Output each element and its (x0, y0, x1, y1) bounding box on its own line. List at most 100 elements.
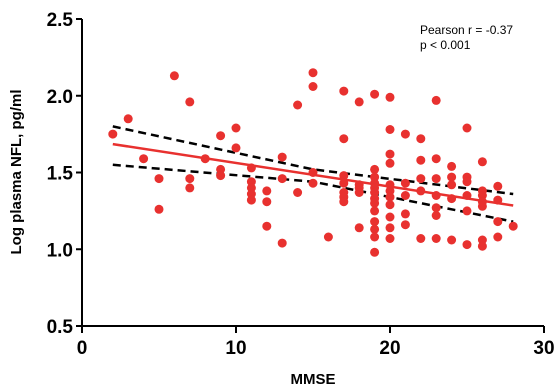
data-point (339, 171, 349, 181)
data-point (277, 238, 287, 248)
data-point (246, 163, 256, 173)
y-tick-label: 1.5 (47, 164, 74, 185)
x-tick-label: 30 (533, 338, 554, 359)
data-point (462, 206, 472, 216)
data-point (447, 180, 457, 190)
data-point (431, 234, 441, 243)
data-point (416, 174, 426, 184)
data-point (462, 177, 472, 187)
y-ticks: 0.5 1.0 1.5 2.0 2.5 (47, 10, 82, 338)
data-point (416, 134, 426, 144)
data-point (169, 71, 179, 81)
data-point (370, 247, 380, 257)
data-point (277, 174, 287, 184)
data-point (385, 125, 395, 134)
data-point (293, 100, 303, 110)
data-point (416, 186, 426, 196)
data-point (385, 149, 395, 159)
data-point (400, 220, 410, 230)
data-point (431, 211, 441, 220)
data-point (246, 177, 256, 187)
data-point (493, 232, 503, 242)
data-points (108, 68, 518, 257)
data-point (385, 158, 395, 168)
data-point (385, 223, 395, 233)
data-point (385, 92, 395, 102)
data-point (477, 235, 487, 245)
data-point (400, 191, 410, 200)
data-point (139, 154, 149, 164)
x-axis-title: MMSE (291, 371, 336, 388)
data-point (400, 178, 410, 188)
data-point (185, 174, 195, 184)
data-point (462, 123, 472, 133)
data-point (339, 86, 349, 96)
data-point (508, 221, 518, 231)
data-point (462, 240, 472, 250)
annotation-pearson-r: Pearson r = -0.37 (420, 23, 513, 37)
data-point (185, 97, 195, 107)
data-point (370, 198, 380, 208)
data-point (370, 89, 380, 99)
data-point (231, 123, 241, 133)
data-point (477, 241, 487, 251)
data-point (308, 168, 318, 177)
data-point (385, 200, 395, 210)
data-point (354, 97, 364, 107)
y-tick-label: 1.0 (47, 240, 73, 261)
data-point (385, 212, 395, 222)
data-point (477, 157, 487, 167)
data-point (262, 221, 272, 231)
annotation-p-value: p < 0.001 (420, 38, 471, 52)
data-point (447, 194, 457, 204)
data-point (416, 155, 426, 165)
data-point (477, 201, 487, 211)
data-point (308, 82, 318, 91)
data-point (493, 195, 503, 205)
ci-upper-line (112, 125, 514, 196)
x-tick-label: 20 (379, 338, 400, 359)
data-point (354, 188, 364, 197)
data-point (293, 188, 303, 197)
data-point (400, 129, 410, 139)
data-point (370, 232, 380, 242)
data-point (185, 183, 195, 193)
y-axis-title: Log plasma NFL, pg/ml (8, 89, 25, 254)
data-point (108, 129, 118, 139)
data-point (477, 191, 487, 200)
data-point (354, 223, 364, 233)
data-point (339, 134, 349, 144)
data-point (262, 186, 272, 196)
data-point (385, 192, 395, 202)
data-point (262, 197, 272, 207)
data-point (200, 154, 210, 164)
data-point (339, 197, 349, 207)
x-tick-label: 0 (77, 338, 88, 359)
data-point (246, 195, 256, 205)
data-point (447, 235, 457, 245)
data-point (277, 152, 287, 162)
data-point (400, 209, 410, 219)
data-point (370, 224, 380, 234)
data-point (323, 232, 333, 242)
y-tick-label: 0.5 (47, 317, 74, 338)
data-point (231, 143, 241, 153)
data-point (216, 171, 226, 181)
data-point (308, 178, 318, 188)
data-point (123, 114, 133, 124)
data-point (493, 181, 503, 191)
data-point (370, 217, 380, 227)
data-point (431, 174, 441, 184)
data-point (154, 174, 164, 184)
data-point (431, 203, 441, 213)
data-point (493, 217, 503, 227)
x-tick-label: 10 (225, 338, 246, 359)
data-point (216, 131, 226, 141)
data-point (385, 186, 395, 196)
y-tick-label: 2.0 (47, 87, 73, 108)
data-point (462, 191, 472, 200)
data-point (431, 95, 441, 105)
data-point (216, 164, 226, 174)
data-point (447, 161, 457, 171)
